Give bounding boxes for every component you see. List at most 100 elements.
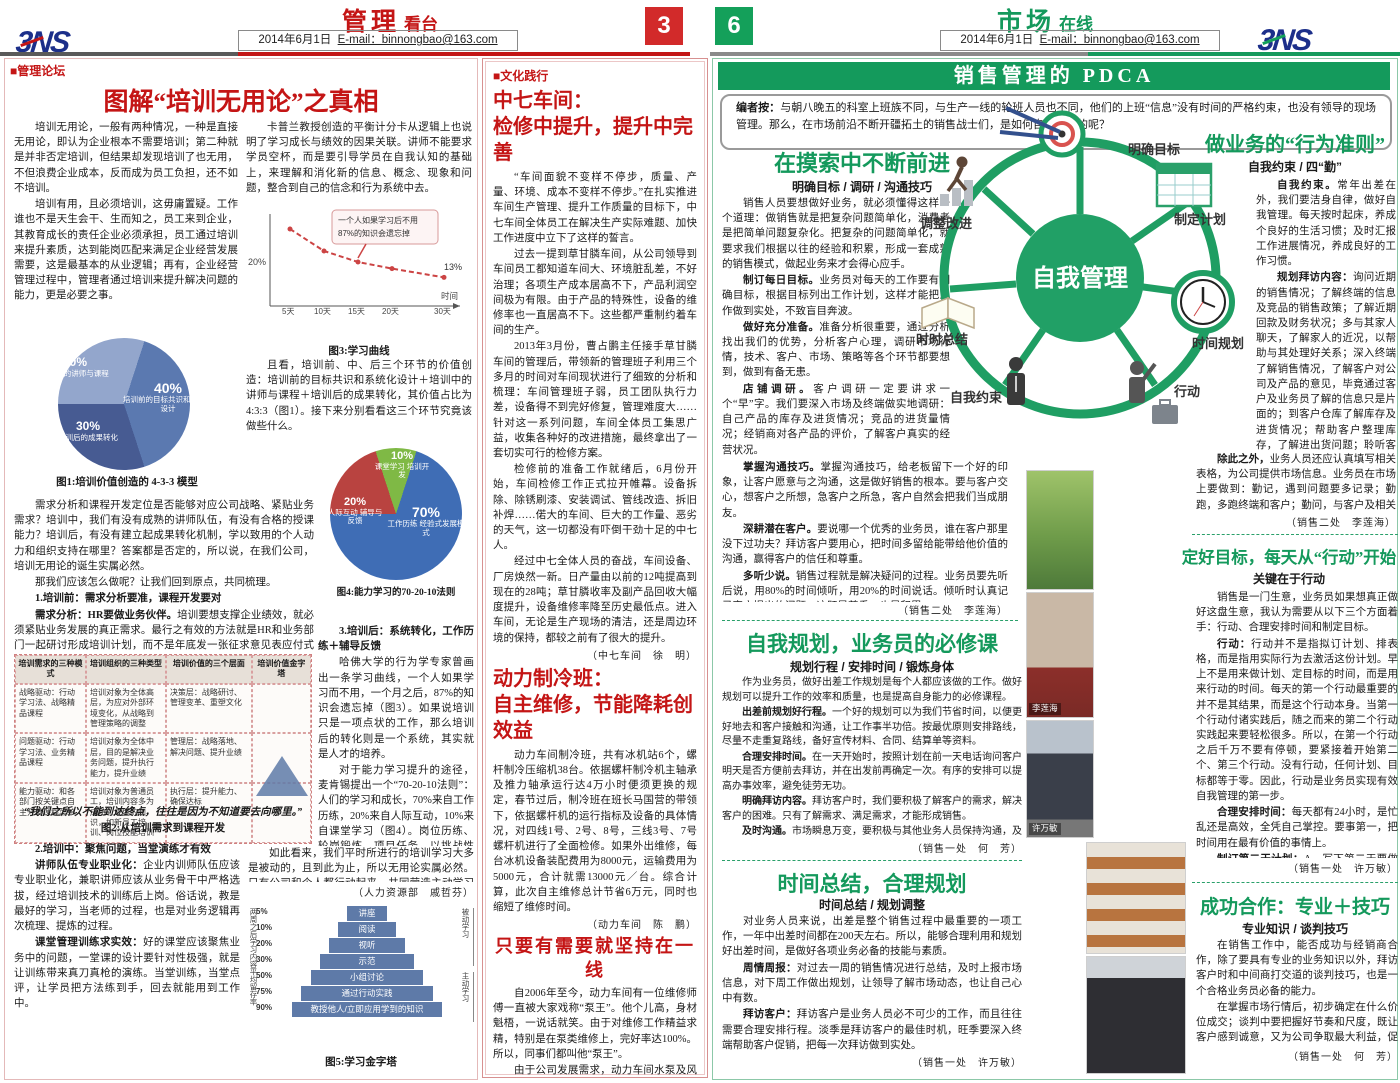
masthead-rule-green [1088,52,1400,56]
paragraph-head: 多听少说。 [743,570,797,582]
paragraph-text: 客户调研一定要讲求一个“早”字。我们要深入市场及终端做实地调研：自己产品的库存及… [722,383,950,456]
paragraph-text: 一个好的规划可以为我们节省时间，以便更好地去和客户接触和沟通，让工作事半功倍。按… [722,707,1022,747]
figure3-caption: 图3:学习曲线 [328,346,390,357]
article-byline: （销售一处 何 芳） [912,844,1022,855]
goal-subtitle: 关键在于行动 [1252,572,1325,586]
figure-702010-pie: 10% 课堂学习 培训开发 70% 工作历练 经验式发展模式 20% 人际互动 辅导与… [318,442,474,620]
figure2-caption: 图2:从培训需求到课程开发 [100,823,226,834]
paragraph-text: 如此看来，我们平时所进行的培训学习大多是被动的，且到此为止，所以无用论实属必然。… [248,848,474,882]
photo-salesperson-standing: 许万敏 [1026,720,1094,838]
learning-curve-chart: 20% 一个人如果学习后不用 87%的知识会遗忘掉 13% 时间 [248,209,462,309]
pull-quote: “我们之所以不能到达终点，往往是因为不知道要去向哪里。” [23,807,303,818]
goal-title: 定好目标，每天从“行动”开始 [1181,548,1397,567]
photo-store-shelves [1086,842,1186,954]
culture-article3-body: 自2006年至今，动力车间有一位维修师傅一直被大家戏称“泵王”。他个儿高，身材魁… [493,986,697,1077]
article-text-block: 如此看来，我们平时所进行的培训学习大多是被动的，且到此为止，所以无用论实属必然。… [248,846,474,882]
pyramid-level: 20% 视听 [248,938,474,953]
paragraph-head: 做好充分准备。 [743,321,820,333]
article-byline: （动力车间 陈 鹏） [587,920,697,932]
paragraph-head: 掌握沟通技巧。 [743,462,821,473]
slice-label: 培训前的目标共识和系统化设计 [123,395,213,413]
pyramid-levels: 5% 讲座 10% 阅读 20% 视听 30% 示范 [248,906,474,1018]
coop-subtitle: 专业知识 / 谈判技巧 [1241,922,1348,936]
article-byline: （中七车间 徐 明） [587,650,697,662]
pyramid-axis-label: 两周之后学习内容平均留存率 [249,908,258,1006]
explore-subtitle: 明确目标 / 调研 / 沟通技巧 [791,180,932,194]
explore-body: 掌握沟通技巧。掌握沟通技巧，给老板留下一个好的印象，让客户愿意与之沟通，这是做好… [722,460,1008,602]
date: 2014年6月1日 [960,34,1034,46]
passive-learning-label: 被动学习 [460,908,474,966]
article-byline: （销售一处 许万敏） [912,1058,1022,1069]
paragraph-text: 在销售工作中，能否成功与经销商合作，除了要具有专业的业务知识以外，拜访客户时和中… [1196,940,1398,997]
level-label: 通过行动实践 [301,986,433,1001]
paragraph-head: 自我约束。 [1277,180,1338,191]
diagram-center-label: 自我管理 [1032,264,1128,292]
figure5-caption: 图5:学习金字塔 [325,1057,397,1068]
table-cell: 培训对象为普通员工，培训内容多为成熟、成型的知识，如新员工培训、岗位技能培训 [86,782,166,843]
table-cell: 执行层：提升能力、确保达标 [165,782,252,843]
pyramid-level: 75% 通过行动实践 [248,986,474,1001]
page-title-right: 市场 在线 [955,2,1135,38]
article-byline: （销售一处 何 芳） [1288,1052,1398,1063]
paragraph-head: 合理安排时间： [1217,807,1292,819]
title-main: 管理 [341,9,400,36]
node-label-improve: 调整改进 [920,216,972,231]
masthead-rule-gray-right [710,52,1088,56]
culture-article1-title: 中七车间： 检修中提升，提升中完善 [493,88,697,166]
paragraph-text: 企业内训师队伍应该专业职业化，兼职讲师应该从业务骨干中严格选拔，经过培训技术的训… [14,860,240,933]
photo-salesperson-store [1086,956,1186,1074]
date: 2014年6月1日 [258,34,332,46]
paragraph-head: 除此之外， [1217,454,1270,465]
rules-body: 除此之外，业务人员还应认真填写相关表格，为公司提供市场信息。业务员在市场上要做到… [1196,452,1396,512]
paragraph-text: 销售人员要想做好业务，就必须懂得这样一个道理：做销售就是把复杂问题简单化，消费者… [722,198,950,270]
paragraph-head: 讲师队伍专业职业化： [35,860,144,872]
level-label: 小组讨论 [310,970,424,985]
slice-pct: 30% [62,355,88,369]
article-text-block: 且看，培训前、中、后三个环节的价值创造：培训前的目标共识和系统化设计＋培训中的讲… [246,358,472,438]
node-label-goal: 明确目标 [1128,142,1180,157]
dart-icon [1005,106,1061,134]
article-byline: （销售二处 李莲海） [1286,518,1396,529]
open-book-icon [921,296,975,330]
table-cell: 管理层：战略落地、解决问题、提升业绩 [165,733,252,783]
table-header-cell: 培训价值的三个层面 [165,655,252,684]
retention-pct: 50% [256,971,273,980]
paragraph-head: 合理安排时间。 [742,751,812,763]
diagram-center-circle [1016,214,1144,342]
explore-body: 销售人员要想做好业务，就必须懂得这样一个道理：做销售就是把复杂问题简单化，消费者… [722,196,950,456]
paragraph-text: 培训要想支撑企业绩效，就必须紧贴业务发展的真正需求。最行之有效的方法就是HR和业… [14,609,314,650]
email-link[interactable]: E-mail：binnongbao@163.com [1039,34,1200,46]
goal-body: 销售是一门生意，业务员如果想真正做好这盘生意，我认为需要从以下三个方面着手：行动… [1196,590,1398,858]
article-text-block: 卡普兰教授创造的平衡计分卡从逻辑上也说明了学习成长与绩效的因果关联。讲师不能要求… [246,120,472,204]
paragraph-head: 深耕潜在客户。 [743,523,818,535]
table-cell: 问题驱动：行动学习法、业务精品课程 [15,733,87,783]
paragraph-head: 及时沟通。 [742,826,792,836]
slice-pct: 40% [153,380,183,396]
paragraph-head: 规划拜访内容： [1277,272,1353,284]
title-line: 动力制冷班： [493,667,613,690]
x-tick: 30天 [434,307,451,316]
editor-note-head: 编者按： [736,102,781,114]
paragraph-head: 拜访客户： [743,1009,797,1021]
level-label: 示范 [319,954,415,969]
title-line: 检修中提升，提升中完善 [493,116,693,164]
paragraph-text: 动力车间制冷班，共有冰机站6个，螺杆制冷压缩机38台。依据螺杆制冷机主轴承及推力… [493,749,697,913]
email-link[interactable]: E-mail：binnongbao@163.com [337,34,498,46]
article-byline: （销售二处 李莲海） [898,606,1008,617]
separator [722,860,1022,861]
figure-learning-curve: 20% 一个人如果学习后不用 87%的知识会遗忘掉 13% 时间 5天 10天 15… [246,206,472,357]
paragraph-text: 作为业务员，做好出差工作规划是每个人都应该做的工作。做好规划可以提升工作的效率和… [722,677,1022,703]
paragraph-head: 需求分析：HR要做业务伙伴。 [35,609,178,621]
page-number-3: 3 [645,7,683,45]
separator [722,620,1018,621]
paragraph-text: 准备分析很重要，通过分析找出我们的优势，分析客户心理，调研市场行情，技术、客户、… [722,321,950,379]
slice-pct: 20% [343,496,367,508]
end-value-label: 13% [444,262,462,272]
page-number-6: 6 [715,7,753,45]
paragraph-text: 在一天开始时，按照计划在前一天电话询问客户明天是否方便前去拜访，并在出发前再确定… [722,751,1022,792]
separator [1192,882,1398,883]
title-line: 自主维修，节能降耗创效益 [493,693,693,742]
slice-label: 培训后的成果转化 [58,432,118,442]
paragraph-head: 课堂管理训练求实效： [35,937,144,949]
paragraph-text: 且看，培训前、中、后三个环节的价值创造：培训前的目标共识和系统化设计＋培训中的讲… [246,360,472,432]
